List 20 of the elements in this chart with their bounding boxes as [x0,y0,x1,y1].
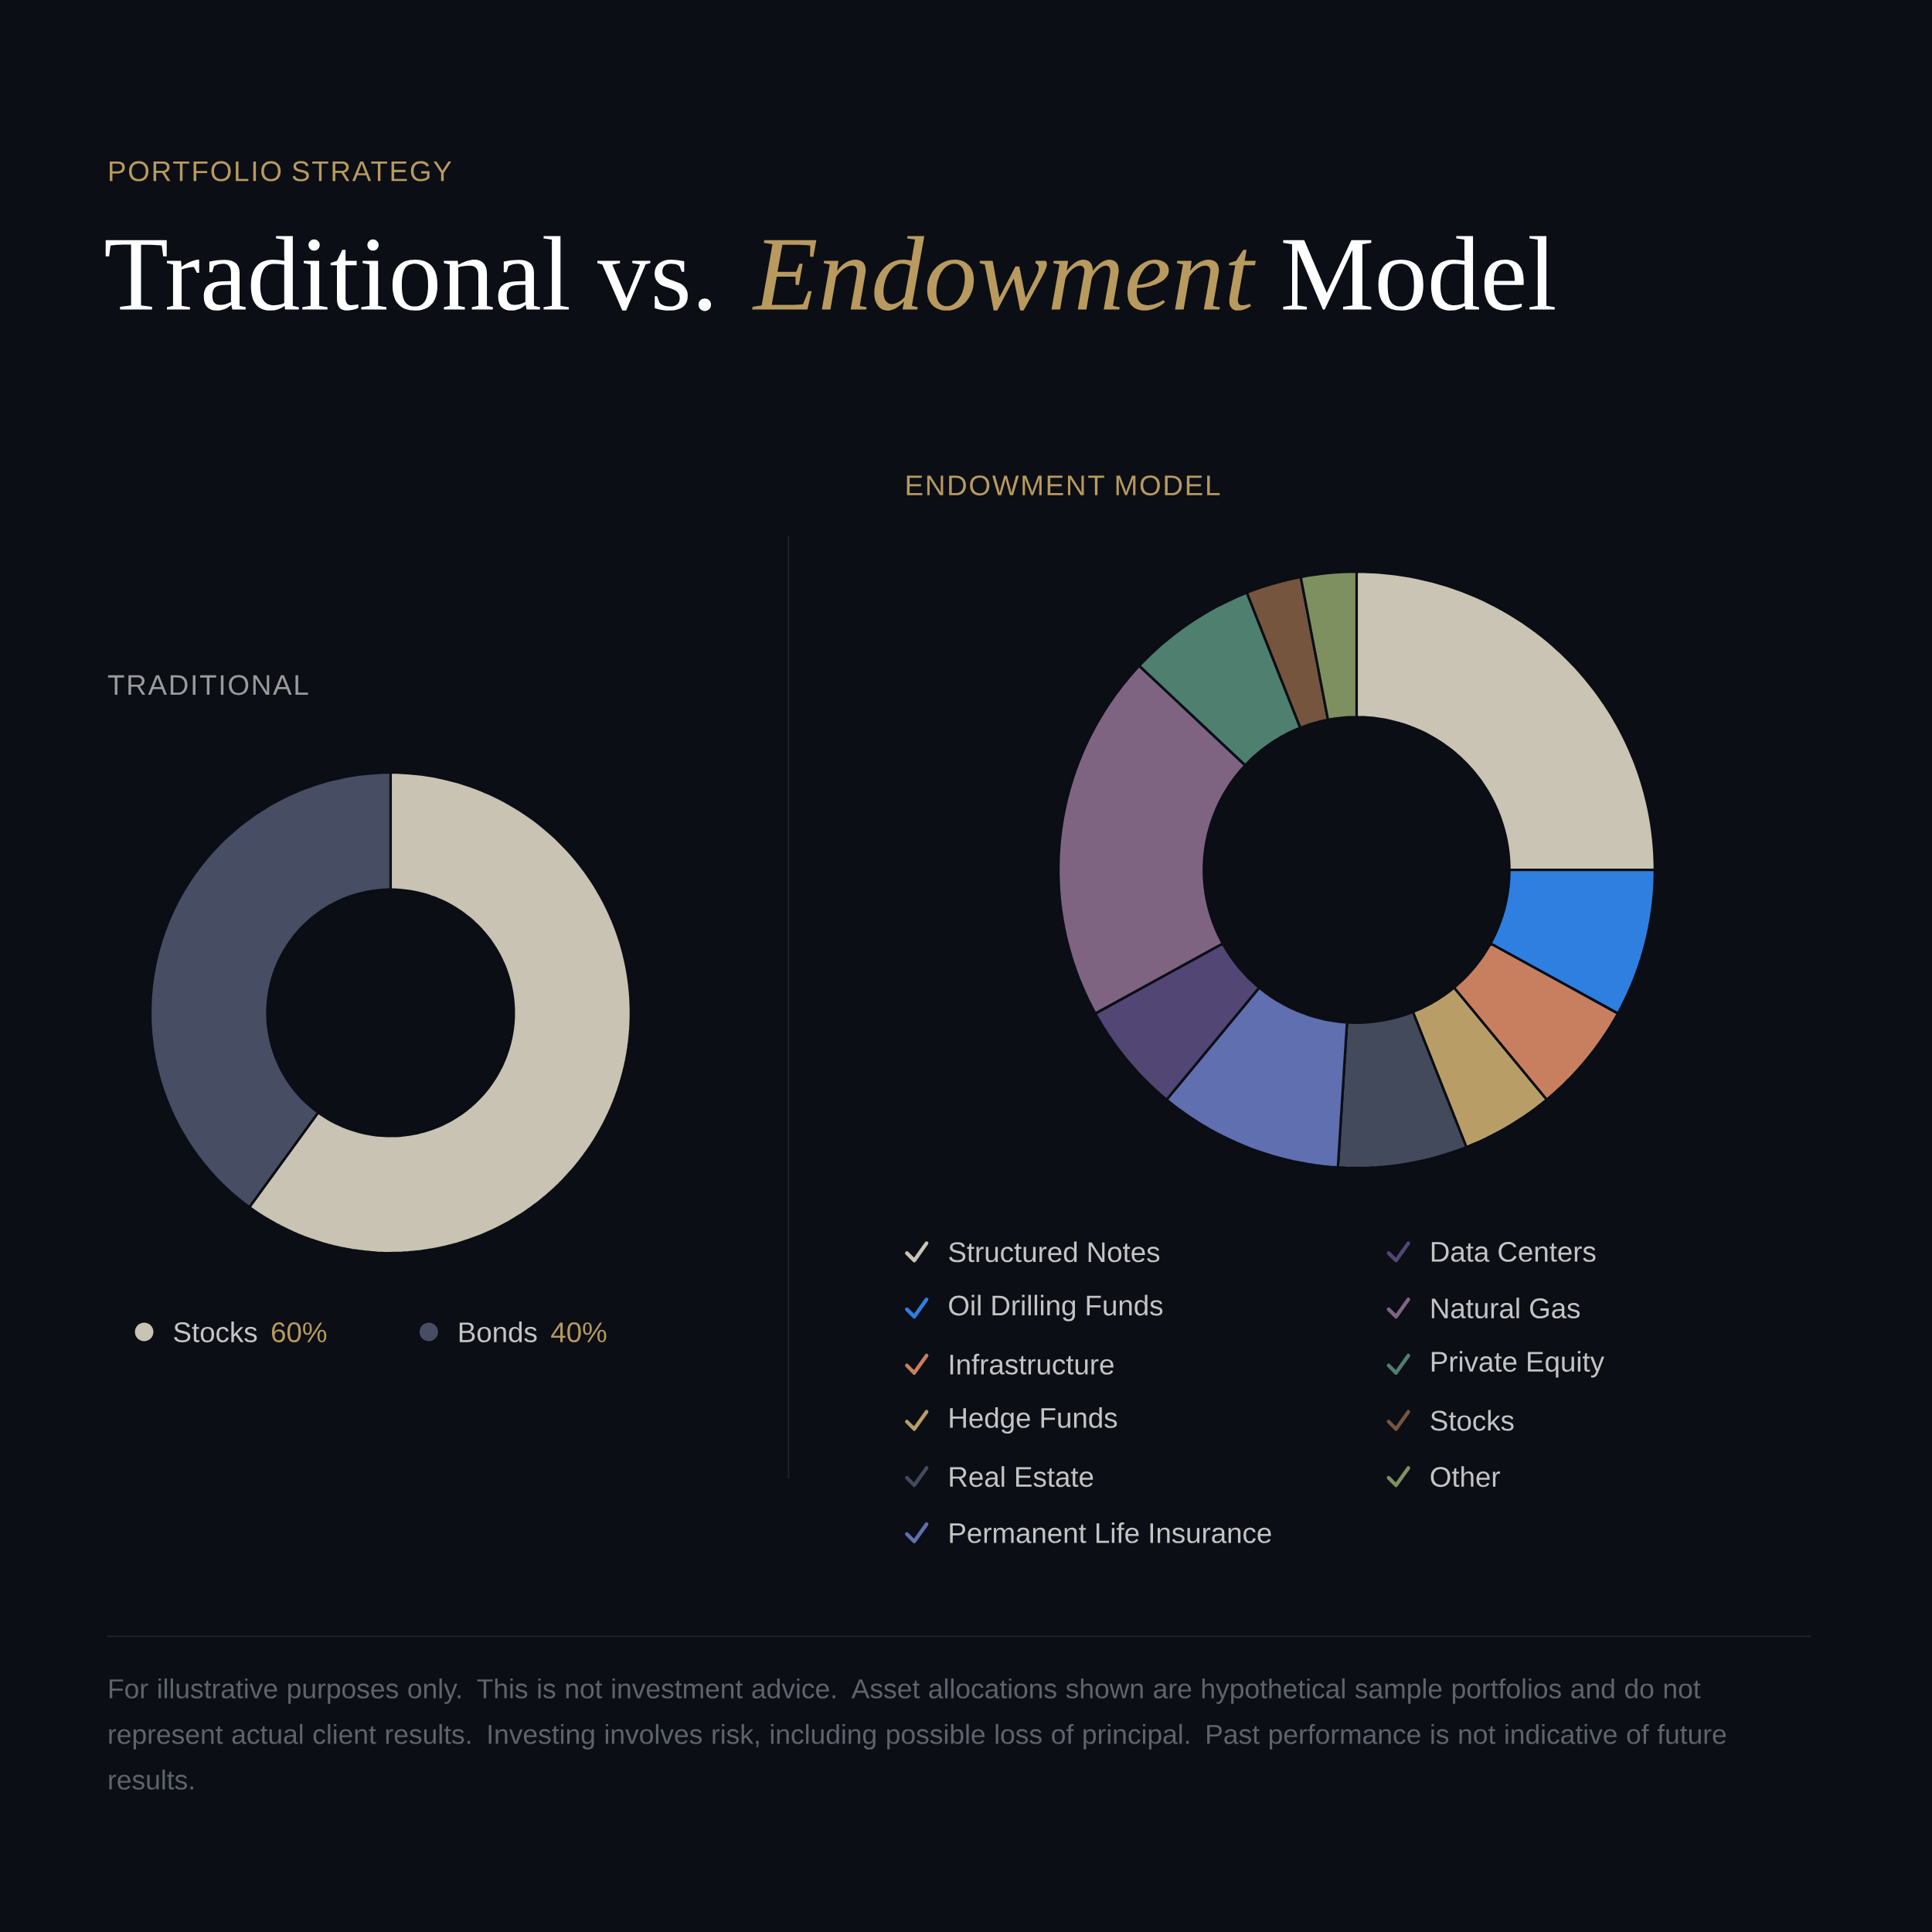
legend-label: Stocks [1430,1410,1514,1431]
legend-label: Infrastructure [950,1353,1114,1375]
data-label: 40% [551,1322,607,1342]
legend-label: Natural Gas [1431,1298,1580,1319]
text: For illustrative purposes only. This is not investment advice. Asset allocations shown are hypothetical sample portfolios and do not represent actual client results. Investing involves risk, including possible loss of principal. Past performance is not indicative of future results. [109,1678,1726,1790]
legend-label: Data Centers [1431,1241,1596,1262]
chart-title: ENDOWMENT MODEL [906,475,1220,496]
legend-label: Private Equity [1431,1351,1604,1378]
legend-label: Bonds [459,1321,537,1342]
legend-label: Oil Drilling Funds [949,1294,1163,1321]
legend-label: Structured Notes [949,1241,1160,1263]
text: PORTFOLIO STRATEGY [110,161,451,182]
legend-label: Stocks [174,1321,257,1342]
chart-title: TRADITIONAL [107,675,308,696]
legend-label: Hedge Funds [950,1406,1117,1434]
legend-label: Real Estate [950,1466,1094,1488]
data-label: 60% [271,1322,327,1342]
text: Traditional vs. Endowment Model [105,236,1555,311]
legend-label: Permanent Life Insurance [950,1522,1271,1543]
legend-label: Other [1430,1466,1500,1488]
